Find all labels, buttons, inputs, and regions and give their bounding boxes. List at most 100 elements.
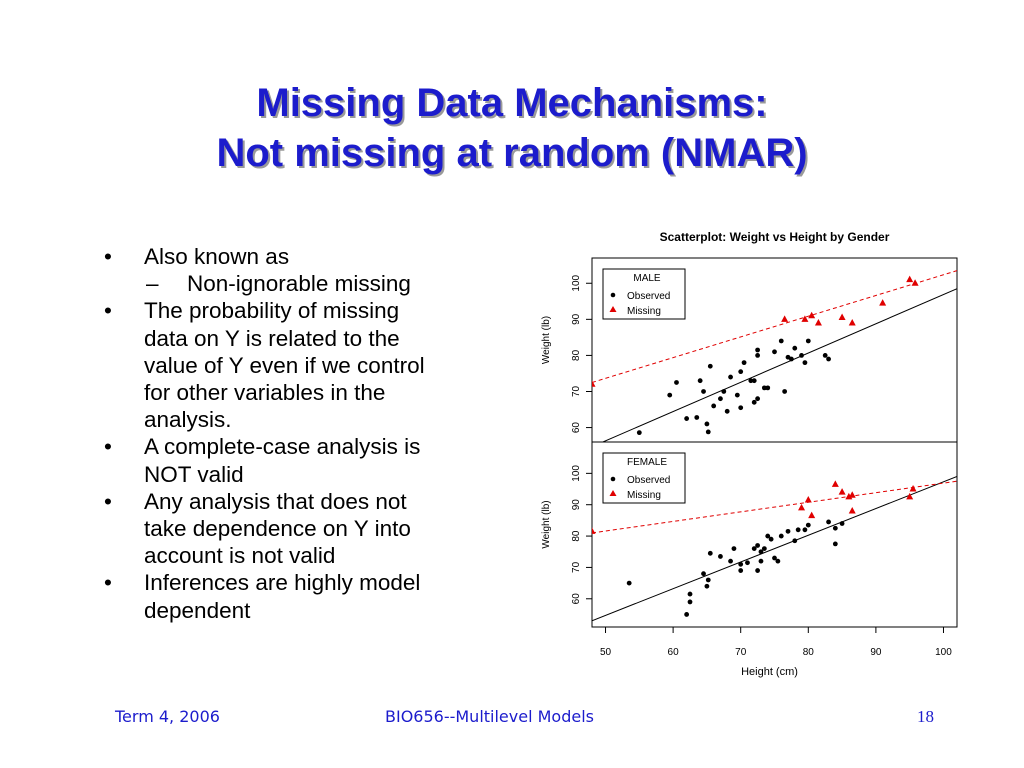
bullet-item: • Any analysis that does not take dependen… <box>102 488 522 570</box>
observed-point <box>839 521 845 526</box>
chart-title: Scatterplot: Weight vs Height by Gender <box>660 230 890 244</box>
bullet-list: • Also known as – Non-ignorable missing • The… <box>102 243 522 624</box>
observed-point <box>765 533 771 539</box>
observed-point <box>674 380 679 385</box>
y-tick-label: 80 <box>571 349 582 361</box>
bullet-marker: • <box>104 298 112 324</box>
observed-point <box>772 555 777 561</box>
y-tick-label: 90 <box>571 499 582 511</box>
legend-observed-label: Observed <box>627 291 670 302</box>
observed-point <box>707 550 713 556</box>
observed-point <box>728 374 733 380</box>
y-tick-label: 60 <box>571 593 582 605</box>
missing-point <box>798 503 806 511</box>
missing-point <box>879 299 887 306</box>
observed-point <box>707 363 713 369</box>
missing-point <box>801 315 809 322</box>
observed-point <box>741 360 747 366</box>
x-tick-label: 80 <box>803 647 815 658</box>
observed-point <box>792 345 798 351</box>
observed-point <box>832 541 838 547</box>
observed-point <box>755 543 761 548</box>
observed-point <box>701 389 706 394</box>
bullet-marker: • <box>104 570 112 596</box>
missing-point <box>592 380 596 387</box>
bullet-item: • The probability of missing data on Y is … <box>102 297 522 433</box>
observed-point <box>724 408 730 414</box>
bullet-line: take dependence on Y into <box>144 516 411 542</box>
legend-observed-marker <box>610 292 616 298</box>
observed-point <box>805 338 811 344</box>
legend-title: MALE <box>633 273 661 284</box>
sub-bullet-text: Non-ignorable missing <box>187 271 411 297</box>
bullet-line: Also known as <box>144 244 290 269</box>
scatterplot-chart: Scatterplot: Weight vs Height by Gender 6… <box>541 230 958 678</box>
observed-point <box>826 356 831 362</box>
y-tick-label: 70 <box>571 561 582 573</box>
bullet-item: • Also known as <box>102 243 522 270</box>
x-tick-label: 60 <box>668 647 680 658</box>
observed-point <box>705 577 711 583</box>
y-tick-label: 80 <box>571 530 582 542</box>
x-tick-label: 70 <box>735 647 747 658</box>
y-axis-label: Weight (lb) <box>541 500 552 548</box>
observed-point <box>765 385 771 391</box>
fit-line-observed <box>601 288 957 442</box>
observed-point <box>738 369 744 375</box>
y-tick-label: 60 <box>571 422 582 434</box>
observed-point <box>758 558 764 564</box>
y-axis-label: Weight (lb) <box>541 316 552 364</box>
observed-point <box>832 525 838 531</box>
observed-point <box>755 396 761 402</box>
legend-missing-marker <box>609 306 617 312</box>
missing-point <box>848 506 856 514</box>
observed-point <box>701 571 706 577</box>
bullet-line: dependent <box>144 597 251 623</box>
observed-point <box>799 353 804 358</box>
missing-point <box>848 318 856 326</box>
observed-point <box>785 528 791 534</box>
bullet-marker: • <box>104 244 112 269</box>
bullet-line: data on Y is related to the <box>144 325 400 351</box>
observed-point <box>751 546 757 552</box>
missing-point <box>831 480 839 487</box>
missing-point <box>906 275 914 283</box>
legend-missing-marker <box>609 490 617 496</box>
legend-missing-label: Missing <box>627 306 661 317</box>
title-line-1: Missing Data Mechanisms: <box>256 81 768 125</box>
bullet-line: The probability of missing <box>144 298 400 324</box>
bullet-line: analysis. <box>144 407 232 433</box>
observed-point <box>778 533 784 539</box>
legend-observed-label: Observed <box>627 475 670 486</box>
x-tick-label: 90 <box>870 647 882 658</box>
observed-point <box>788 356 794 362</box>
observed-point <box>687 591 693 597</box>
missing-point <box>838 488 846 495</box>
x-tick-label: 50 <box>600 647 612 658</box>
missing-point <box>808 311 816 319</box>
bullet-line: account is not valid <box>144 543 336 569</box>
x-tick-label: 100 <box>935 647 952 658</box>
legend-observed-marker <box>610 476 616 482</box>
missing-point <box>848 491 856 498</box>
observed-point <box>738 405 744 411</box>
observed-point <box>802 360 808 366</box>
observed-point <box>734 392 740 398</box>
observed-point <box>684 612 690 617</box>
observed-point <box>684 416 690 421</box>
bullet-line: Inferences are highly model <box>144 570 421 596</box>
bullet-line: for other variables in the <box>144 380 386 406</box>
observed-point <box>738 561 744 567</box>
bullet-marker: • <box>104 434 112 460</box>
observed-point <box>636 430 642 436</box>
observed-point <box>667 392 673 398</box>
missing-point <box>838 313 846 321</box>
missing-point <box>781 315 789 322</box>
observed-point <box>795 527 801 533</box>
observed-point <box>768 536 774 542</box>
observed-point <box>792 538 798 544</box>
missing-point <box>804 496 812 503</box>
x-axis-label: Height (cm) <box>741 666 798 678</box>
observed-point <box>704 583 710 589</box>
y-tick-label: 90 <box>571 313 582 325</box>
